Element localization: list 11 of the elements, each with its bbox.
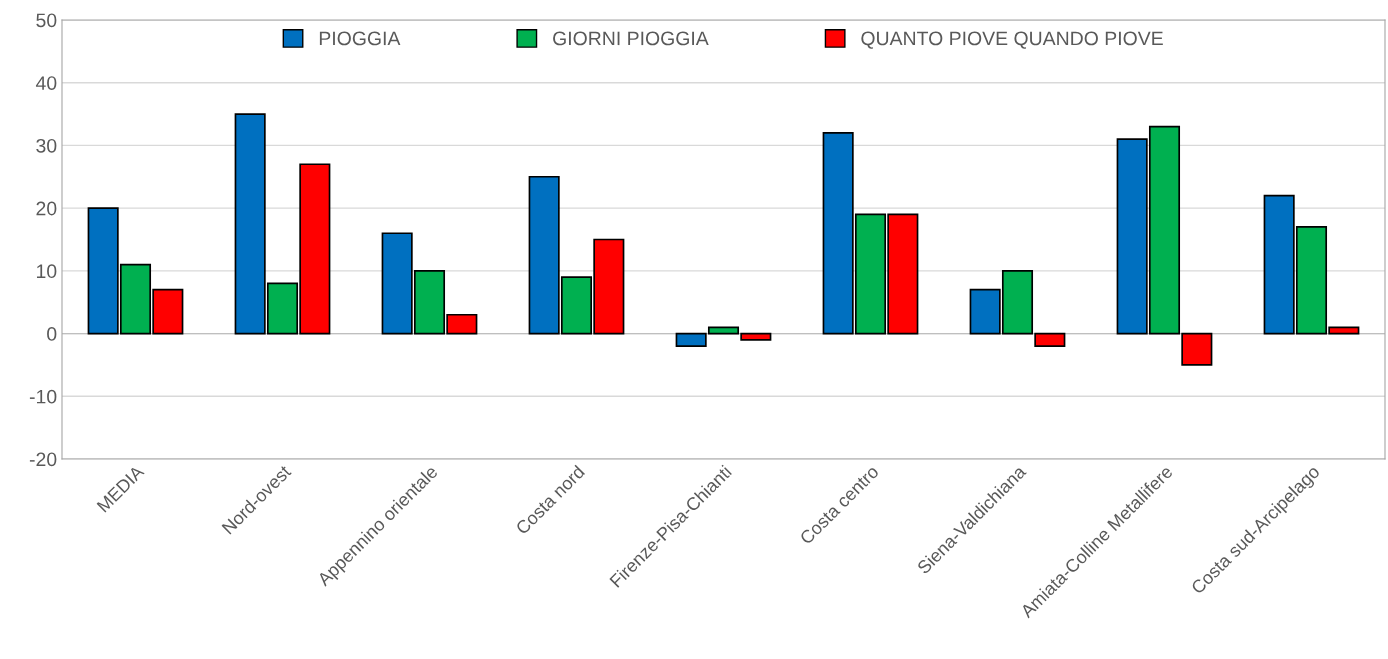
y-tick-label: 0 — [47, 327, 57, 341]
y-tick-label: -10 — [29, 389, 57, 404]
legend-label: GIORNI PIOGGIA — [553, 31, 709, 46]
y-tick-label: 10 — [37, 264, 57, 279]
legend-label: PIOGGIA — [319, 31, 401, 46]
y-tick-label: 20 — [36, 201, 57, 216]
y-tick-label: -20 — [29, 452, 57, 467]
legend-label: QUANTO PIOVE QUANDO PIOVE — [861, 31, 1163, 49]
y-tick-label: 30 — [36, 138, 57, 153]
y-tick-label: 40 — [35, 76, 57, 90]
y-tick-label: 50 — [36, 13, 57, 28]
